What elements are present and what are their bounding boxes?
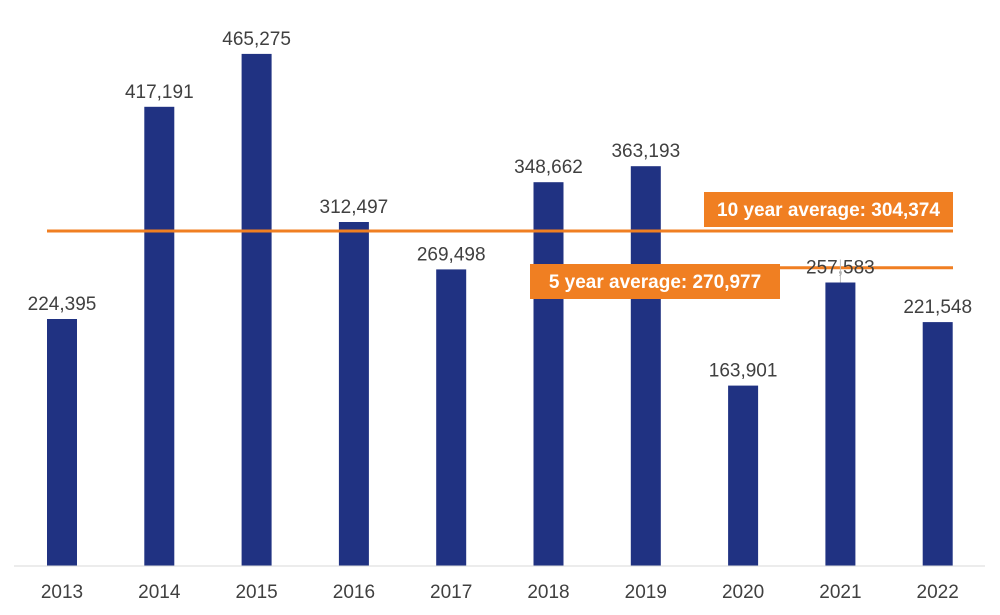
average-lines: 10 year average: 304,374 5 year average: … (47, 192, 953, 299)
average-label-ten: 10 year average: 304,374 (717, 200, 940, 221)
bar-value-label: 269,498 (417, 244, 486, 265)
x-tick-label: 2019 (625, 582, 667, 603)
bar-2017 (436, 269, 467, 566)
x-tick-label: 2013 (41, 582, 83, 603)
average-label-five: 5 year average: 270,977 (549, 272, 761, 293)
bar-value-label: 363,193 (611, 141, 680, 162)
bar-2013 (47, 319, 77, 566)
bar-2015 (241, 53, 272, 566)
x-tick-label: 2014 (138, 582, 181, 603)
x-tick-label: 2016 (333, 582, 375, 603)
bar-2021 (825, 282, 856, 566)
bar-value-label: 417,191 (125, 82, 194, 103)
bar-2022 (922, 322, 953, 566)
x-tick-labels: 2013 2014 2015 2016 2017 2018 2019 2020 2021 2022 (41, 582, 959, 603)
bar-value-label: 221,548 (903, 297, 972, 318)
x-tick-label: 2017 (430, 582, 472, 603)
x-tick-label: 2021 (819, 582, 861, 603)
x-tick-label: 2018 (527, 582, 569, 603)
average-callout-ten (704, 192, 953, 227)
bars-group (47, 53, 953, 567)
average-callout-five (530, 264, 780, 299)
x-tick-label: 2022 (917, 582, 959, 603)
bar-value-label: 465,275 (222, 29, 291, 50)
bar-2016 (338, 222, 369, 566)
bar-2018 (533, 182, 564, 566)
bar-value-label: 348,662 (514, 157, 583, 178)
bar-value-labels: 224,395 417,191 465,275 312,497 269,498 348,6… (28, 29, 972, 382)
x-tick-label: 2015 (235, 582, 277, 603)
bar-2019 (630, 166, 661, 566)
bar-value-label: 224,395 (28, 294, 97, 315)
bar-value-label: 163,901 (709, 361, 778, 382)
bar-2020 (728, 385, 759, 566)
x-tick-label: 2020 (722, 582, 764, 603)
bar-value-label: 312,497 (320, 197, 389, 218)
bar-2014 (144, 106, 175, 567)
